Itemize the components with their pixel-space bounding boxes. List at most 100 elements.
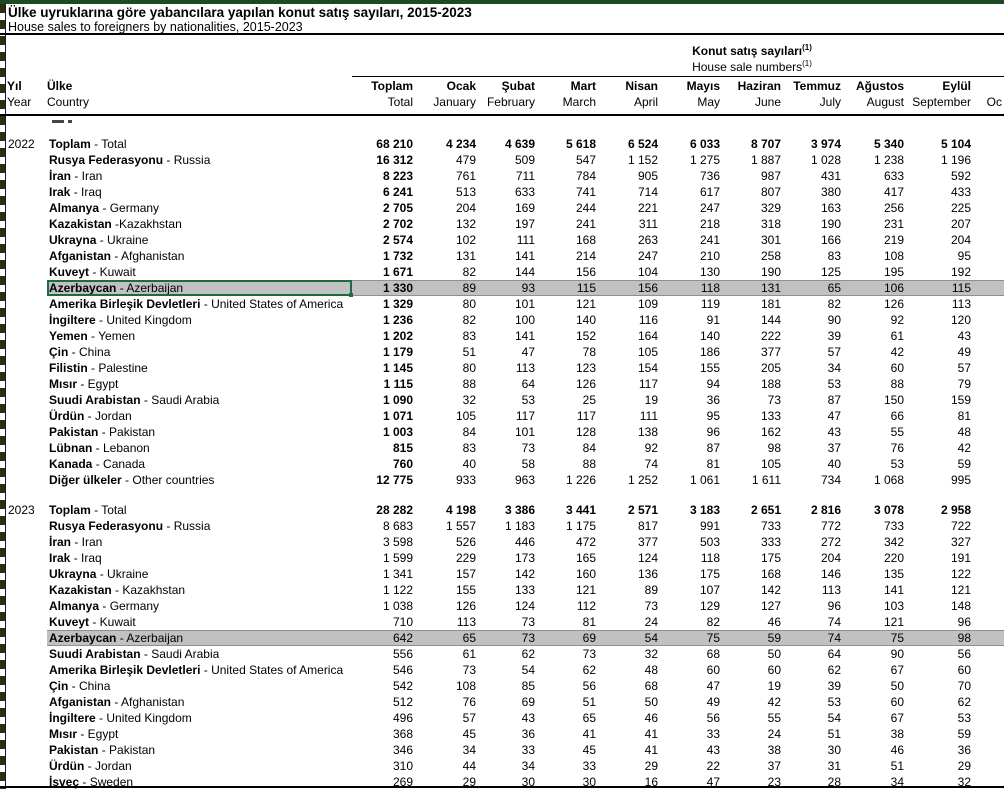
value-cell[interactable]: 111 bbox=[639, 409, 658, 423]
value-cell[interactable]: 19 bbox=[767, 679, 781, 693]
partial-column-cell[interactable] bbox=[973, 678, 1004, 694]
partial-column-cell[interactable] bbox=[973, 726, 1004, 742]
value-cell[interactable]: 22 bbox=[706, 759, 720, 773]
value-cell[interactable]: 96 bbox=[706, 425, 720, 439]
value-cell[interactable]: 117 bbox=[576, 409, 596, 423]
value-cell[interactable]: 1 175 bbox=[565, 519, 596, 533]
value-cell[interactable]: 66 bbox=[890, 409, 904, 423]
country-cell[interactable]: Irak - Iraq bbox=[49, 551, 102, 565]
value-cell[interactable]: 1 122 bbox=[382, 583, 413, 597]
value-cell[interactable]: 181 bbox=[760, 297, 781, 311]
value-cell[interactable]: 105 bbox=[455, 409, 476, 423]
country-cell[interactable]: Kazakistan - Kazakhstan bbox=[49, 583, 186, 597]
value-cell[interactable]: 92 bbox=[890, 313, 904, 327]
year-cell[interactable] bbox=[7, 152, 47, 168]
value-cell[interactable]: 741 bbox=[575, 185, 596, 199]
value-cell[interactable]: 733 bbox=[883, 519, 904, 533]
value-cell[interactable]: 59 bbox=[957, 457, 971, 471]
value-cell[interactable]: 3 974 bbox=[810, 137, 841, 151]
value-cell[interactable]: 67 bbox=[890, 711, 904, 725]
country-cell[interactable]: Pakistan - Pakistan bbox=[49, 743, 156, 757]
country-cell[interactable]: Afganistan - Afghanistan bbox=[49, 249, 185, 263]
value-cell[interactable]: 61 bbox=[890, 329, 904, 343]
value-cell[interactable]: 186 bbox=[699, 345, 720, 359]
value-cell[interactable]: 247 bbox=[637, 249, 658, 263]
value-cell[interactable]: 50 bbox=[890, 679, 904, 693]
partial-column-cell[interactable] bbox=[973, 200, 1004, 216]
partial-column-cell[interactable] bbox=[973, 360, 1004, 376]
value-cell[interactable]: 817 bbox=[637, 519, 658, 533]
value-cell[interactable]: 44 bbox=[462, 759, 476, 773]
value-cell[interactable]: 3 078 bbox=[873, 503, 904, 517]
value-cell[interactable]: 98 bbox=[767, 441, 781, 455]
value-cell[interactable]: 220 bbox=[883, 551, 904, 565]
value-cell[interactable]: 133 bbox=[514, 583, 535, 597]
value-cell[interactable]: 16 312 bbox=[376, 153, 413, 167]
value-cell[interactable]: 711 bbox=[515, 169, 535, 183]
value-cell[interactable]: 272 bbox=[820, 535, 841, 549]
partial-column-cell[interactable] bbox=[973, 296, 1004, 312]
value-cell[interactable]: 190 bbox=[820, 217, 841, 231]
value-cell[interactable]: 123 bbox=[575, 361, 596, 375]
value-cell[interactable]: 144 bbox=[514, 265, 535, 279]
value-cell[interactable]: 54 bbox=[827, 711, 841, 725]
value-cell[interactable]: 1 115 bbox=[383, 377, 413, 391]
value-cell[interactable]: 633 bbox=[514, 185, 535, 199]
value-cell[interactable]: 43 bbox=[827, 425, 841, 439]
value-cell[interactable]: 142 bbox=[514, 567, 535, 581]
value-cell[interactable]: 54 bbox=[521, 663, 535, 677]
value-cell[interactable]: 115 bbox=[906, 280, 973, 296]
value-cell[interactable]: 301 bbox=[760, 233, 781, 247]
value-cell[interactable]: 36 bbox=[957, 743, 971, 757]
value-cell[interactable]: 81 bbox=[706, 457, 720, 471]
partial-column-cell[interactable] bbox=[973, 502, 1004, 518]
value-cell[interactable]: 88 bbox=[890, 377, 904, 391]
value-cell[interactable]: 43 bbox=[957, 329, 971, 343]
value-cell[interactable]: 43 bbox=[521, 711, 535, 725]
value-cell[interactable]: 81 bbox=[582, 615, 596, 629]
country-cell[interactable]: İngiltere - United Kingdom bbox=[49, 711, 192, 725]
value-cell[interactable]: 82 bbox=[706, 615, 720, 629]
value-cell[interactable]: 1 252 bbox=[627, 473, 658, 487]
value-cell[interactable]: 761 bbox=[455, 169, 476, 183]
value-cell[interactable]: 53 bbox=[827, 695, 841, 709]
value-cell[interactable]: 34 bbox=[827, 361, 841, 375]
value-cell[interactable]: 736 bbox=[699, 169, 720, 183]
value-cell[interactable]: 53 bbox=[521, 393, 535, 407]
value-cell[interactable]: 760 bbox=[392, 457, 413, 471]
value-cell[interactable]: 75 bbox=[843, 630, 906, 646]
value-cell[interactable]: 28 bbox=[827, 775, 841, 789]
partial-column-cell[interactable] bbox=[973, 216, 1004, 232]
country-cell[interactable]: Afganistan - Afghanistan bbox=[49, 695, 185, 709]
value-cell[interactable]: 342 bbox=[883, 535, 904, 549]
value-cell[interactable]: 1 236 bbox=[382, 313, 413, 327]
value-cell[interactable]: 82 bbox=[462, 265, 476, 279]
year-cell[interactable] bbox=[7, 614, 47, 630]
value-cell[interactable]: 102 bbox=[455, 233, 476, 247]
value-cell[interactable]: 24 bbox=[644, 615, 658, 629]
value-cell[interactable]: 269 bbox=[392, 775, 413, 789]
value-cell[interactable]: 526 bbox=[455, 535, 476, 549]
value-cell[interactable]: 73 bbox=[767, 393, 781, 407]
value-cell[interactable]: 115 bbox=[537, 280, 598, 296]
value-cell[interactable]: 542 bbox=[392, 679, 413, 693]
value-cell[interactable]: 784 bbox=[575, 169, 596, 183]
partial-column-cell[interactable] bbox=[973, 408, 1004, 424]
value-cell[interactable]: 127 bbox=[760, 599, 781, 613]
value-cell[interactable]: 90 bbox=[827, 313, 841, 327]
value-cell[interactable]: 346 bbox=[392, 743, 413, 757]
value-cell[interactable]: 163 bbox=[820, 201, 841, 215]
value-cell[interactable]: 56 bbox=[957, 647, 971, 661]
country-cell[interactable]: Almanya - Germany bbox=[49, 599, 160, 613]
value-cell[interactable]: 62 bbox=[582, 663, 596, 677]
value-cell[interactable]: 4 198 bbox=[445, 503, 476, 517]
country-cell[interactable]: İngiltere - United Kingdom bbox=[49, 313, 192, 327]
value-cell[interactable]: 218 bbox=[699, 217, 720, 231]
value-cell[interactable]: 76 bbox=[462, 695, 476, 709]
partial-column-cell[interactable] bbox=[973, 376, 1004, 392]
value-cell[interactable]: 47 bbox=[706, 775, 720, 789]
value-cell[interactable]: 47 bbox=[706, 679, 720, 693]
value-cell[interactable]: 111 bbox=[516, 233, 535, 247]
partial-column-cell[interactable] bbox=[973, 232, 1004, 248]
value-cell[interactable]: 74 bbox=[827, 615, 841, 629]
